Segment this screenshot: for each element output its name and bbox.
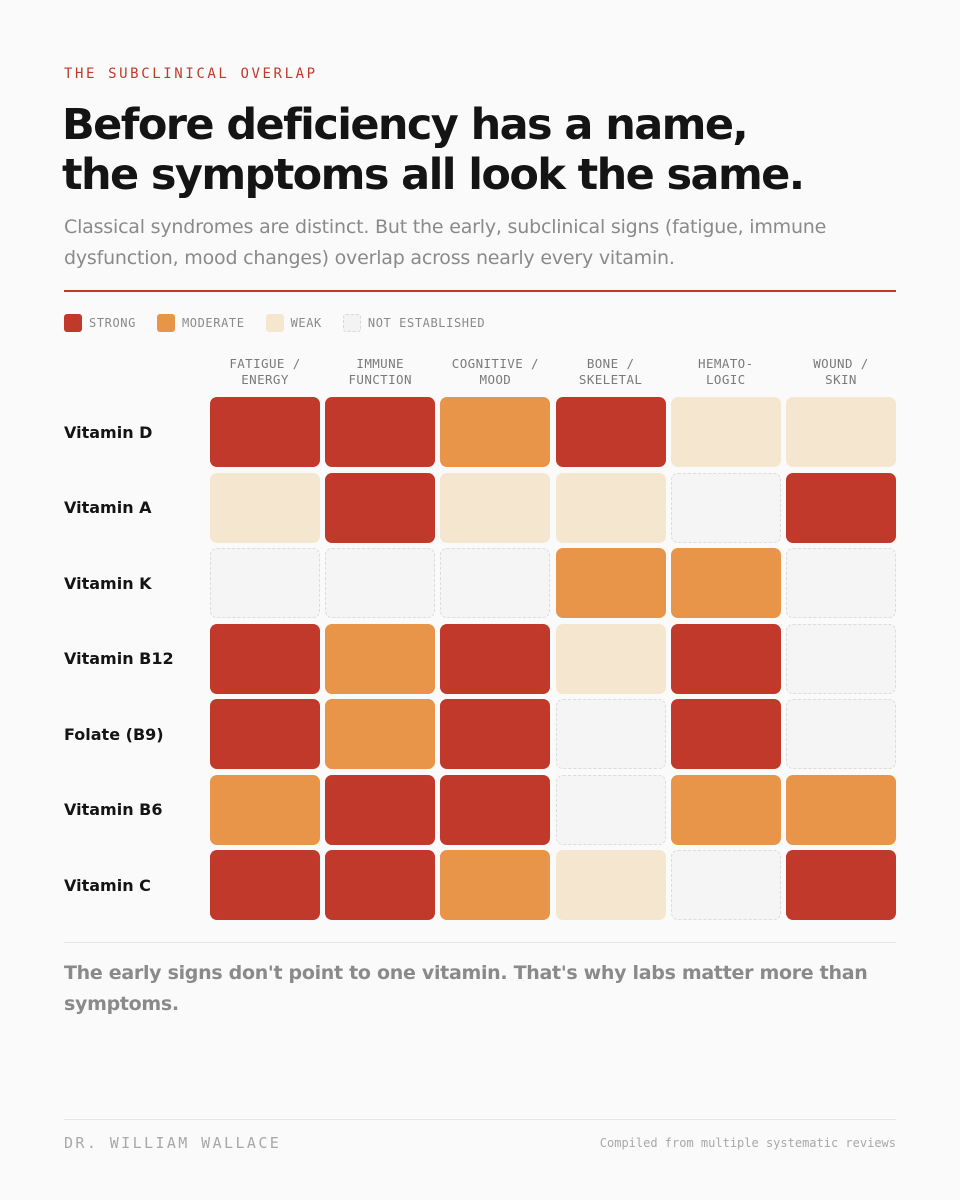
column-header-line-2: MOOD xyxy=(479,372,512,387)
legend-label-not-established: NOT ESTABLISHED xyxy=(367,316,486,330)
footer-source: Compiled from multiple systematic review… xyxy=(599,1136,896,1150)
row-label: Vitamin B6 xyxy=(64,800,163,819)
column-header-line-1: IMMUNE xyxy=(356,356,404,371)
heatmap-cell-none xyxy=(786,548,896,618)
column-header-line-1: BONE / xyxy=(586,356,635,371)
heatmap-cell-moderate xyxy=(440,397,551,467)
heatmap-cell-strong xyxy=(555,397,666,467)
heatmap-cell-weak xyxy=(555,623,666,694)
divider-takeaway xyxy=(64,942,896,943)
legend-item-moderate: MODERATE xyxy=(156,314,245,332)
column-header-line-2: SKELETAL xyxy=(578,372,643,387)
column-header-line-2: LOGIC xyxy=(705,372,746,387)
column-header-line-1: HEMATO- xyxy=(698,356,754,371)
heatmap-cell-none xyxy=(670,472,781,543)
column-header-line-2: SKIN xyxy=(825,372,857,387)
heatmap-cell-moderate xyxy=(325,699,436,769)
headline-line-1: Before deficiency has a name, xyxy=(62,100,749,150)
subtitle: Classical syndromes are distinct. But th… xyxy=(64,216,827,269)
heatmap-cell-strong xyxy=(786,850,896,920)
row-label: Vitamin K xyxy=(64,573,152,593)
column-header: COGNITIVE / MOOD xyxy=(440,356,550,388)
takeaway-text: The early signs don't point to one vitam… xyxy=(64,962,868,1015)
row-label: Vitamin A xyxy=(64,498,152,517)
column-header: BONE / SKELETAL xyxy=(556,356,666,388)
heatmap-cell-strong xyxy=(440,699,551,769)
heatmap-cell-strong xyxy=(325,397,436,467)
heatmap-cell-strong xyxy=(786,472,896,543)
heatmap-cell-moderate xyxy=(670,548,781,618)
heatmap-cell-moderate xyxy=(440,850,551,920)
legend-swatch-strong xyxy=(64,314,82,332)
heatmap-cell-weak xyxy=(210,472,320,543)
legend-item-weak: WEAK xyxy=(265,314,322,332)
legend-label-weak: WEAK xyxy=(290,316,322,330)
divider-footer xyxy=(64,1119,896,1120)
heatmap-cell-moderate xyxy=(786,774,896,845)
heatmap-cell-strong xyxy=(210,699,320,769)
footer-author: DR. WILLIAM WALLACE xyxy=(64,1134,282,1152)
heatmap-cell-none xyxy=(786,623,896,694)
row-label: Vitamin B12 xyxy=(64,649,174,668)
column-header: FATIGUE / ENERGY xyxy=(210,356,320,388)
heatmap-cell-strong xyxy=(670,699,781,769)
column-header: IMMUNE FUNCTION xyxy=(325,356,435,388)
heatmap-cell-weak xyxy=(555,850,666,920)
heatmap-cell-weak xyxy=(440,472,551,543)
heatmap-cell-moderate xyxy=(325,623,436,694)
legend-swatch-weak xyxy=(265,314,284,332)
headline: Before deficiency has a name, the sympto… xyxy=(62,100,902,200)
heatmap-cell-none xyxy=(440,548,551,618)
divider-red xyxy=(64,290,896,292)
heatmap-cell-strong xyxy=(440,774,551,845)
heatmap-cell-none xyxy=(786,699,896,769)
row-label: Vitamin D xyxy=(64,422,153,442)
heatmap-cell-weak xyxy=(670,397,781,467)
column-header: HEMATO- LOGIC xyxy=(671,356,781,388)
heatmap-cell-none xyxy=(555,699,666,769)
column-header: WOUND / SKIN xyxy=(786,356,896,388)
row-label: Vitamin C xyxy=(64,875,151,895)
heatmap-cell-moderate xyxy=(555,548,666,618)
heatmap-cell-strong xyxy=(210,397,320,467)
heatmap-cell-none xyxy=(325,548,436,618)
heatmap-cell-strong xyxy=(325,774,436,845)
heatmap-cell-none xyxy=(210,548,320,618)
heatmap-cell-strong xyxy=(210,623,320,694)
legend-swatch-not-established xyxy=(342,314,361,332)
eyebrow-label: THE SUBCLINICAL OVERLAP xyxy=(64,66,318,82)
legend: STRONG MODERATE WEAK NOT ESTABLISHED xyxy=(64,314,506,332)
heatmap-cell-strong xyxy=(325,472,436,543)
legend-label-strong: STRONG xyxy=(89,316,136,330)
heatmap-cell-strong xyxy=(670,623,781,694)
legend-item-not-established: NOT ESTABLISHED xyxy=(342,314,486,332)
heatmap-cell-strong xyxy=(325,850,436,920)
heatmap-cell-strong xyxy=(440,623,551,694)
legend-label-moderate: MODERATE xyxy=(181,316,245,330)
column-header-line-1: FATIGUE / xyxy=(229,356,301,371)
column-header-line-1: COGNITIVE / xyxy=(451,356,539,371)
legend-swatch-moderate xyxy=(156,314,175,332)
heatmap-cell-none xyxy=(670,850,781,920)
heatmap-cell-weak xyxy=(786,397,896,467)
column-header-line-2: FUNCTION xyxy=(348,372,412,387)
legend-item-strong: STRONG xyxy=(64,314,136,332)
heatmap-cell-weak xyxy=(555,472,666,543)
column-header-line-1: WOUND / xyxy=(813,356,869,371)
headline-line-2: the symptoms all look the same. xyxy=(62,150,805,200)
heatmap-cell-strong xyxy=(210,850,320,920)
heatmap-cell-none xyxy=(555,774,666,845)
row-label: Folate (B9) xyxy=(64,724,164,744)
column-header-line-2: ENERGY xyxy=(241,372,289,387)
heatmap-cell-moderate xyxy=(210,774,320,845)
heatmap-cell-moderate xyxy=(670,774,781,845)
